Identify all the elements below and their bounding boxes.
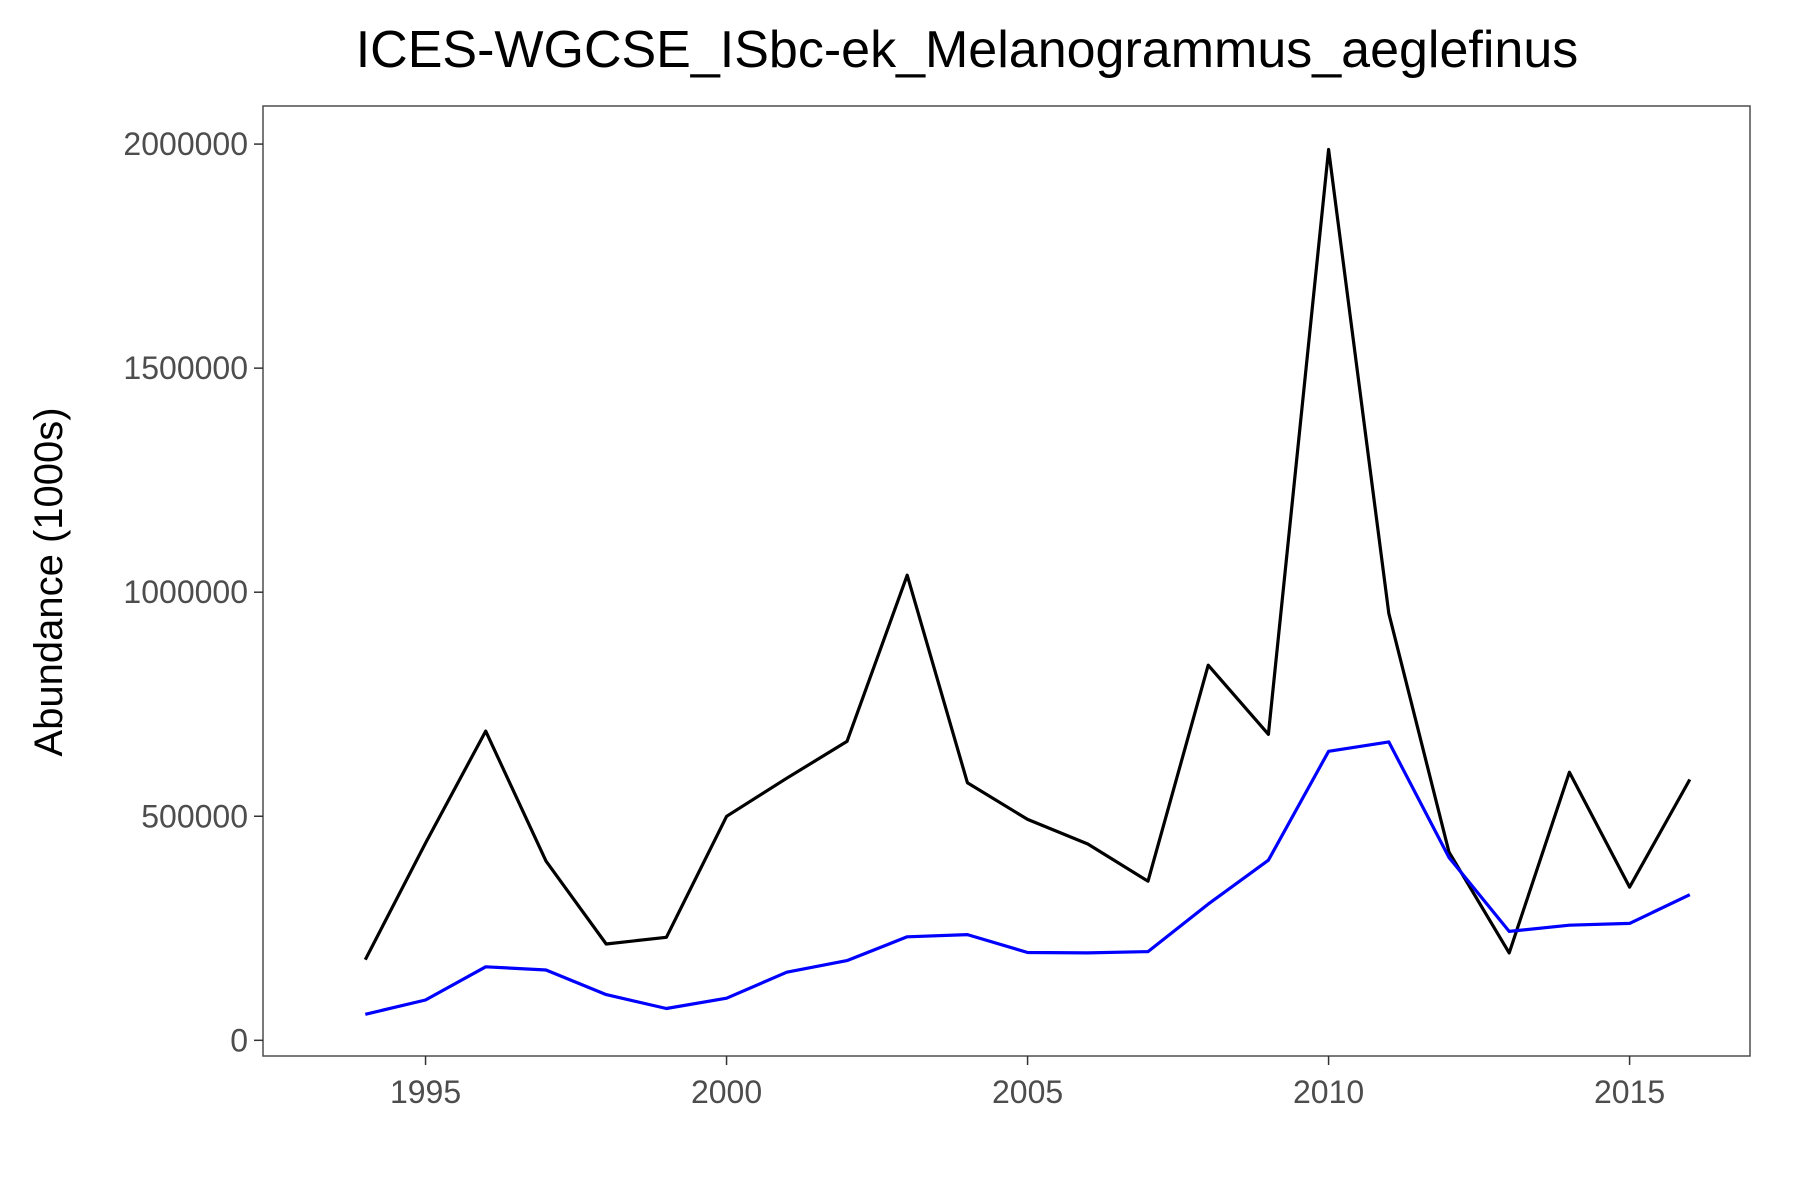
x-tick-label: 2005 [992,1074,1063,1110]
x-tick-label: 2015 [1594,1074,1665,1110]
x-tick-label: 2010 [1293,1074,1364,1110]
series-layer [363,147,1692,1016]
plot-panel [262,105,1751,1057]
y-axis-label: Abundance (1000s) [27,407,71,756]
y-tick-label: 0 [230,1022,248,1058]
y-tick-label: 500000 [141,798,248,834]
y-axis: 0 500000 1000000 1500000 2000000 [123,126,263,1058]
series-line-1 [363,147,1692,961]
x-tick-label: 1995 [390,1074,461,1110]
series-line-2 [364,740,1691,1016]
x-tick-label: 2000 [691,1074,762,1110]
x-axis: 1995 2000 2005 2010 2015 [390,1056,1665,1110]
y-tick-label: 1000000 [123,574,248,610]
y-tick-label: 1500000 [123,350,248,386]
y-tick-label: 2000000 [123,126,248,162]
chart-title: ICES-WGCSE_ISbc-ek_Melanogrammus_aeglefi… [356,21,1579,79]
